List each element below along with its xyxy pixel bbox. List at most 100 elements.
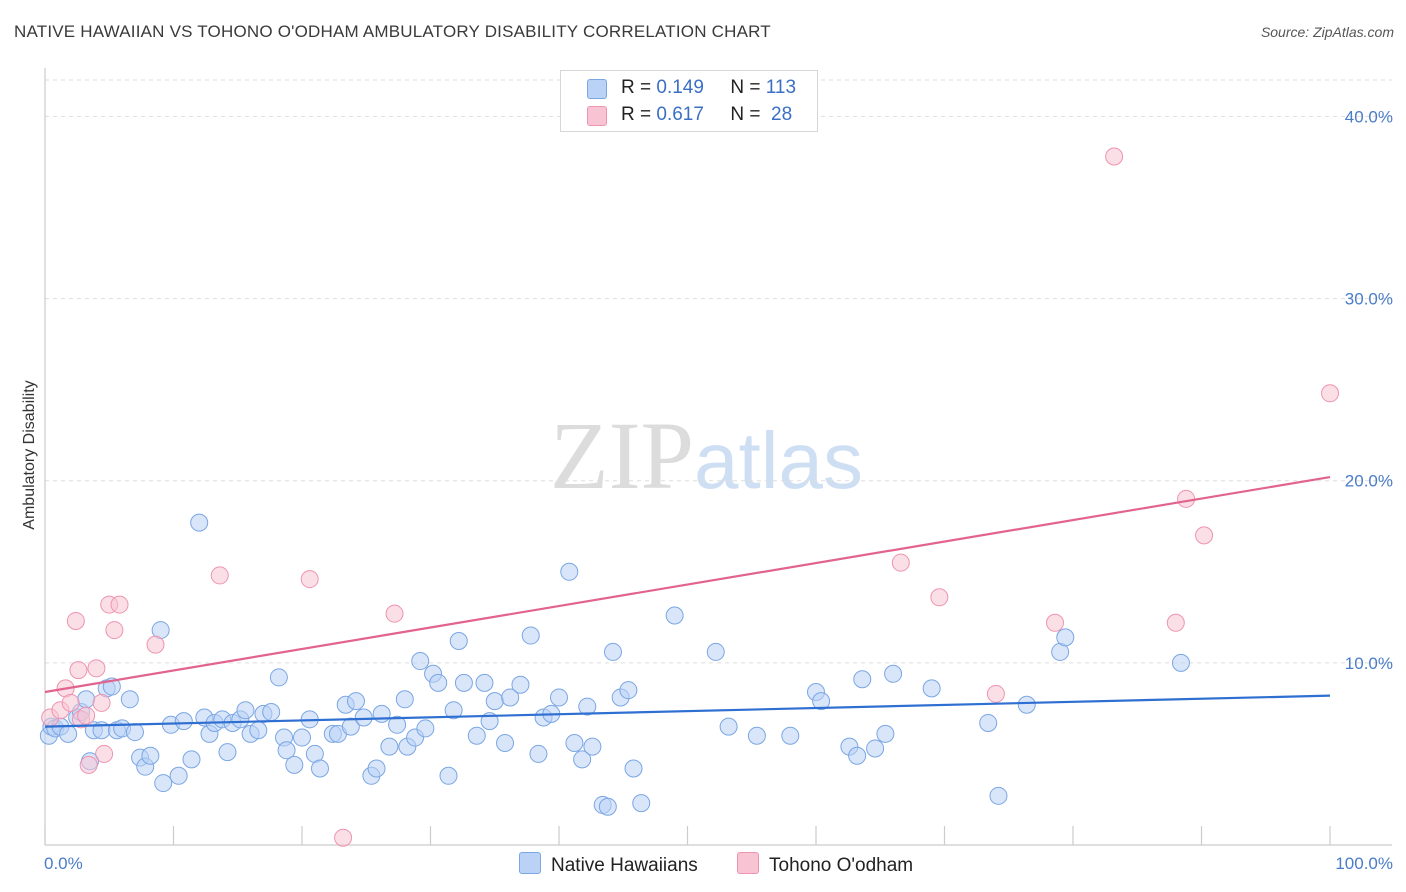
point-native-hawaiians (380, 737, 399, 756)
point-native-hawaiians (501, 688, 520, 707)
point-native-hawaiians (411, 652, 430, 671)
point-native-hawaiians (475, 673, 494, 692)
point-native-hawaiians (454, 673, 473, 692)
watermark-zip: ZIP (550, 402, 694, 509)
point-native-hawaiians (169, 766, 188, 785)
point-native-hawaiians (293, 728, 311, 747)
point-native-hawaiians (262, 703, 281, 722)
point-native-hawaiians (395, 690, 414, 709)
point-native-hawaiians (372, 704, 391, 723)
point-native-hawaiians (439, 766, 458, 785)
bottom-legend-swatch-blue (519, 852, 541, 874)
r-label: R = (621, 77, 652, 98)
source-credit: Source: ZipAtlas.com (1260, 24, 1394, 40)
legend-swatch-blue (587, 79, 607, 99)
point-native-hawaiians (154, 774, 173, 793)
point-native-hawaiians (853, 670, 872, 689)
x-tick-label: 0.0% (44, 854, 83, 873)
point-native-hawaiians (1017, 695, 1036, 714)
correlation-legend: R = 0.149 N = 113 R = 0.617 N = 28 (560, 70, 818, 132)
point-native-hawaiians (619, 681, 638, 700)
point-native-hawaiians (429, 673, 448, 692)
bottom-legend-native-hawaiians: Native Hawaiians (519, 852, 698, 877)
point-native-hawaiians (174, 712, 193, 731)
point-tohono-oodham (300, 570, 319, 589)
n-label: N = (730, 104, 761, 125)
tick-labels: 10.0% 20.0% 30.0% 40.0% 0.0% 100.0% (44, 107, 1393, 873)
point-tohono-oodham (146, 635, 165, 654)
point-tohono-oodham (986, 684, 1005, 703)
point-native-hawaiians (583, 737, 602, 756)
point-native-hawaiians (632, 794, 651, 813)
point-native-hawaiians (269, 668, 288, 687)
point-native-hawaiians (812, 692, 831, 711)
point-native-hawaiians (529, 744, 548, 763)
point-tohono-oodham (69, 661, 88, 680)
point-native-hawaiians (141, 746, 160, 765)
point-native-hawaiians (573, 750, 592, 769)
point-tohono-oodham (87, 659, 106, 678)
point-native-hawaiians (496, 734, 515, 752)
r-label: R = (621, 104, 652, 125)
point-native-hawaiians (511, 675, 530, 694)
point-native-hawaiians (285, 755, 304, 774)
point-tohono-oodham (79, 755, 98, 774)
point-tohono-oodham (77, 706, 96, 725)
point-tohono-oodham (1046, 613, 1065, 632)
point-native-hawaiians (416, 719, 435, 738)
trend-line-tohono-oodham (44, 475, 1331, 694)
y-tick-label: 30.0% (1345, 290, 1393, 309)
point-native-hawaiians (1056, 628, 1075, 647)
point-native-hawaiians (485, 692, 504, 711)
point-native-hawaiians (706, 642, 725, 661)
point-native-hawaiians (565, 734, 584, 752)
bottom-legend-tohono-oodham: Tohono O'odham (737, 852, 913, 877)
point-native-hawaiians (560, 562, 579, 581)
point-native-hawaiians (719, 717, 738, 736)
point-native-hawaiians (354, 708, 373, 727)
legend-stats: R = 0.617 N = 28 (621, 104, 792, 126)
point-native-hawaiians (550, 688, 568, 707)
bottom-legend-label: Native Hawaiians (551, 855, 698, 876)
point-native-hawaiians (249, 721, 268, 740)
point-native-hawaiians (624, 759, 643, 778)
n-label: N = (730, 77, 761, 98)
point-native-hawaiians (341, 717, 360, 736)
point-native-hawaiians (979, 713, 998, 732)
point-tohono-oodham (1195, 526, 1214, 545)
point-native-hawaiians (598, 797, 617, 816)
point-tohono-oodham (891, 553, 910, 572)
point-native-hawaiians (603, 642, 622, 661)
point-native-hawaiians (884, 664, 903, 683)
point-tohono-oodham (66, 611, 85, 630)
y-tick-label: 10.0% (1345, 654, 1393, 673)
point-native-hawaiians (876, 724, 895, 743)
point-tohono-oodham (385, 604, 404, 623)
point-native-hawaiians (120, 690, 139, 709)
point-tohono-oodham (110, 595, 129, 614)
point-native-hawaiians (310, 759, 329, 778)
point-tohono-oodham (1105, 147, 1124, 166)
point-tohono-oodham (334, 828, 353, 847)
point-native-hawaiians (467, 726, 486, 745)
legend-swatch-pink (587, 106, 607, 126)
point-native-hawaiians (346, 692, 365, 711)
point-native-hawaiians (922, 679, 941, 698)
point-native-hawaiians (578, 697, 597, 716)
point-native-hawaiians (388, 715, 407, 734)
grid-lines (45, 79, 1392, 664)
point-native-hawaiians (190, 513, 209, 532)
watermark-atlas: atlas (694, 416, 863, 505)
point-native-hawaiians (277, 741, 296, 760)
point-native-hawaiians (848, 746, 867, 765)
point-native-hawaiians (236, 701, 255, 720)
point-native-hawaiians (989, 786, 1008, 805)
trend-lines (44, 475, 1331, 728)
point-tohono-oodham (1177, 489, 1196, 508)
point-native-hawaiians (367, 759, 386, 778)
point-tohono-oodham (61, 693, 80, 712)
x-tick-label: 100.0% (1335, 854, 1393, 873)
point-native-hawaiians (182, 750, 201, 769)
bottom-legend-swatch-pink (737, 852, 759, 874)
point-tohono-oodham (95, 744, 114, 763)
